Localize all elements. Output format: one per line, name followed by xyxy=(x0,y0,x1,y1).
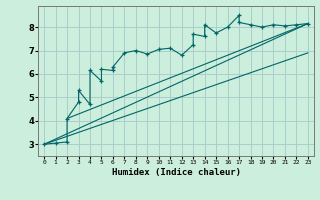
X-axis label: Humidex (Indice chaleur): Humidex (Indice chaleur) xyxy=(111,168,241,177)
